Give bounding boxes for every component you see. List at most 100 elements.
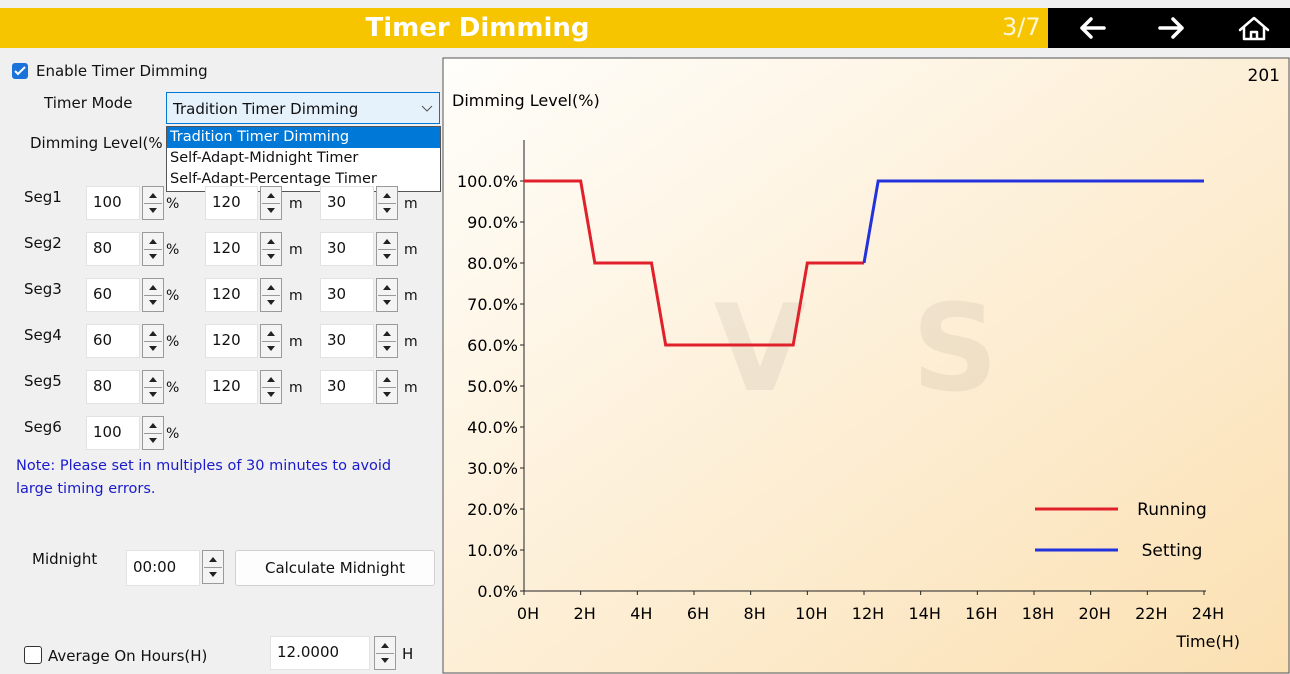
nav-icons [1080,16,1270,41]
next-button[interactable] [1158,17,1184,39]
watermark: V [714,280,807,419]
midnight-spin[interactable] [202,550,224,584]
chart-panel [442,57,1290,674]
seg-label: Seg1 [24,188,62,206]
seg-label: Seg2 [24,234,62,252]
spin-button[interactable] [142,186,164,220]
seg-input[interactable]: 100 [86,186,140,220]
seg-unit: m [289,334,303,350]
x-tick-label: 0H [517,604,539,623]
spin-button[interactable] [260,278,282,312]
x-tick-label: 24H [1192,604,1224,623]
y-tick-label: 100.0% [457,172,518,191]
seg-input[interactable]: 60 [86,324,140,358]
avg-checkbox[interactable] [24,646,42,664]
page-indicator: 3/7 [1002,13,1041,41]
spin-button[interactable] [142,416,164,450]
y-tick-label: 30.0% [467,459,518,478]
note: large timing errors. [16,481,156,497]
seg-input[interactable]: 120 [205,278,258,312]
header-title: Timer Dimming [365,13,590,43]
series-line [862,179,1204,264]
avg-unit: H [402,645,414,663]
seg-input[interactable]: 30 [320,370,374,404]
y-tick-label: 10.0% [467,541,518,560]
x-tick-label: 12H [852,604,884,623]
series-line [524,179,864,347]
spin-button[interactable] [260,324,282,358]
spin-button[interactable] [376,324,398,358]
y-tick-label: 40.0% [467,418,518,437]
seg-unit: m [404,380,418,396]
legend-label: Setting [1142,541,1203,561]
midnight-input[interactable]: 00:00 [126,550,200,586]
chart: V S 201 Dimming Level(%) Time(H) 0.0% 10.… [442,57,1290,674]
seg-unit: % [166,426,180,442]
mode-label: Timer Mode [44,94,133,112]
x-tick-label: 8H [744,604,766,623]
seg-unit: m [404,288,418,304]
seg-unit: % [166,288,180,304]
mode-option[interactable]: Self-Adapt-Midnight Timer [170,150,359,166]
spin-button[interactable] [142,370,164,404]
seg-input[interactable]: 120 [205,370,258,404]
seg-input[interactable]: 120 [205,324,258,358]
seg-unit: % [166,196,180,212]
spin-button[interactable] [376,278,398,312]
y-axis-label: Dimming Level(%) [452,91,600,110]
y-tick-label: 20.0% [467,500,518,519]
spin-button[interactable] [142,324,164,358]
seg-label: Seg5 [24,372,62,390]
avg-spin[interactable] [374,636,396,670]
spin-button[interactable] [376,186,398,220]
spin-button[interactable] [376,370,398,404]
seg-input[interactable]: 60 [86,278,140,312]
watermark: S [912,280,998,419]
seg-input[interactable]: 100 [86,416,140,450]
x-tick-label: 16H [965,604,997,623]
calc-button[interactable]: Calculate Midnight [235,550,435,586]
enable-label: Enable Timer Dimming [36,62,208,80]
seg-input[interactable]: 80 [86,370,140,404]
seg-input[interactable]: 120 [205,186,258,220]
x-tick-label: 6H [687,604,709,623]
seg-input[interactable]: 80 [86,232,140,266]
mode-selected: Tradition Timer Dimming [173,100,359,118]
seg-unit: m [289,380,303,396]
seg-label: Seg6 [24,418,62,436]
seg-unit: m [289,242,303,258]
seg-input[interactable]: 120 [205,232,258,266]
mode-select[interactable]: Tradition Timer Dimming [166,92,440,124]
spin-button[interactable] [142,278,164,312]
x-tick-label: 14H [908,604,940,623]
enable-checkbox[interactable] [12,63,28,79]
back-button[interactable] [1080,17,1106,39]
midnight-label: Midnight [32,550,98,568]
seg-input[interactable]: 30 [320,278,374,312]
header-bar [0,8,1048,48]
spin-button[interactable] [260,370,282,404]
seg-input[interactable]: 30 [320,232,374,266]
seg-unit: m [289,196,303,212]
home-button[interactable] [1238,16,1270,41]
legend-label: Running [1137,500,1207,520]
seg-label: Seg3 [24,280,62,298]
seg-input[interactable]: 30 [320,186,374,220]
spin-button[interactable] [142,232,164,266]
mode-option[interactable]: Self-Adapt-Percentage Timer [170,171,377,187]
note: Note: Please set in multiples of 30 minu… [16,458,392,474]
y-tick-label: 70.0% [467,295,518,314]
seg-input[interactable]: 30 [320,324,374,358]
spin-button[interactable] [260,232,282,266]
y-tick-label: 90.0% [467,213,518,232]
spin-button[interactable] [260,186,282,220]
avg-label: Average On Hours(H) [48,647,208,665]
seg-unit: % [166,242,180,258]
x-tick-label: 18H [1022,604,1054,623]
mode-option[interactable]: Tradition Timer Dimming [167,127,440,148]
mode-dropdown: Tradition Timer Dimming Self-Adapt-Midnig… [166,126,441,192]
y-tick-label: 0.0% [477,582,518,601]
avg-input[interactable]: 12.0000 [270,636,370,670]
spin-button[interactable] [376,232,398,266]
